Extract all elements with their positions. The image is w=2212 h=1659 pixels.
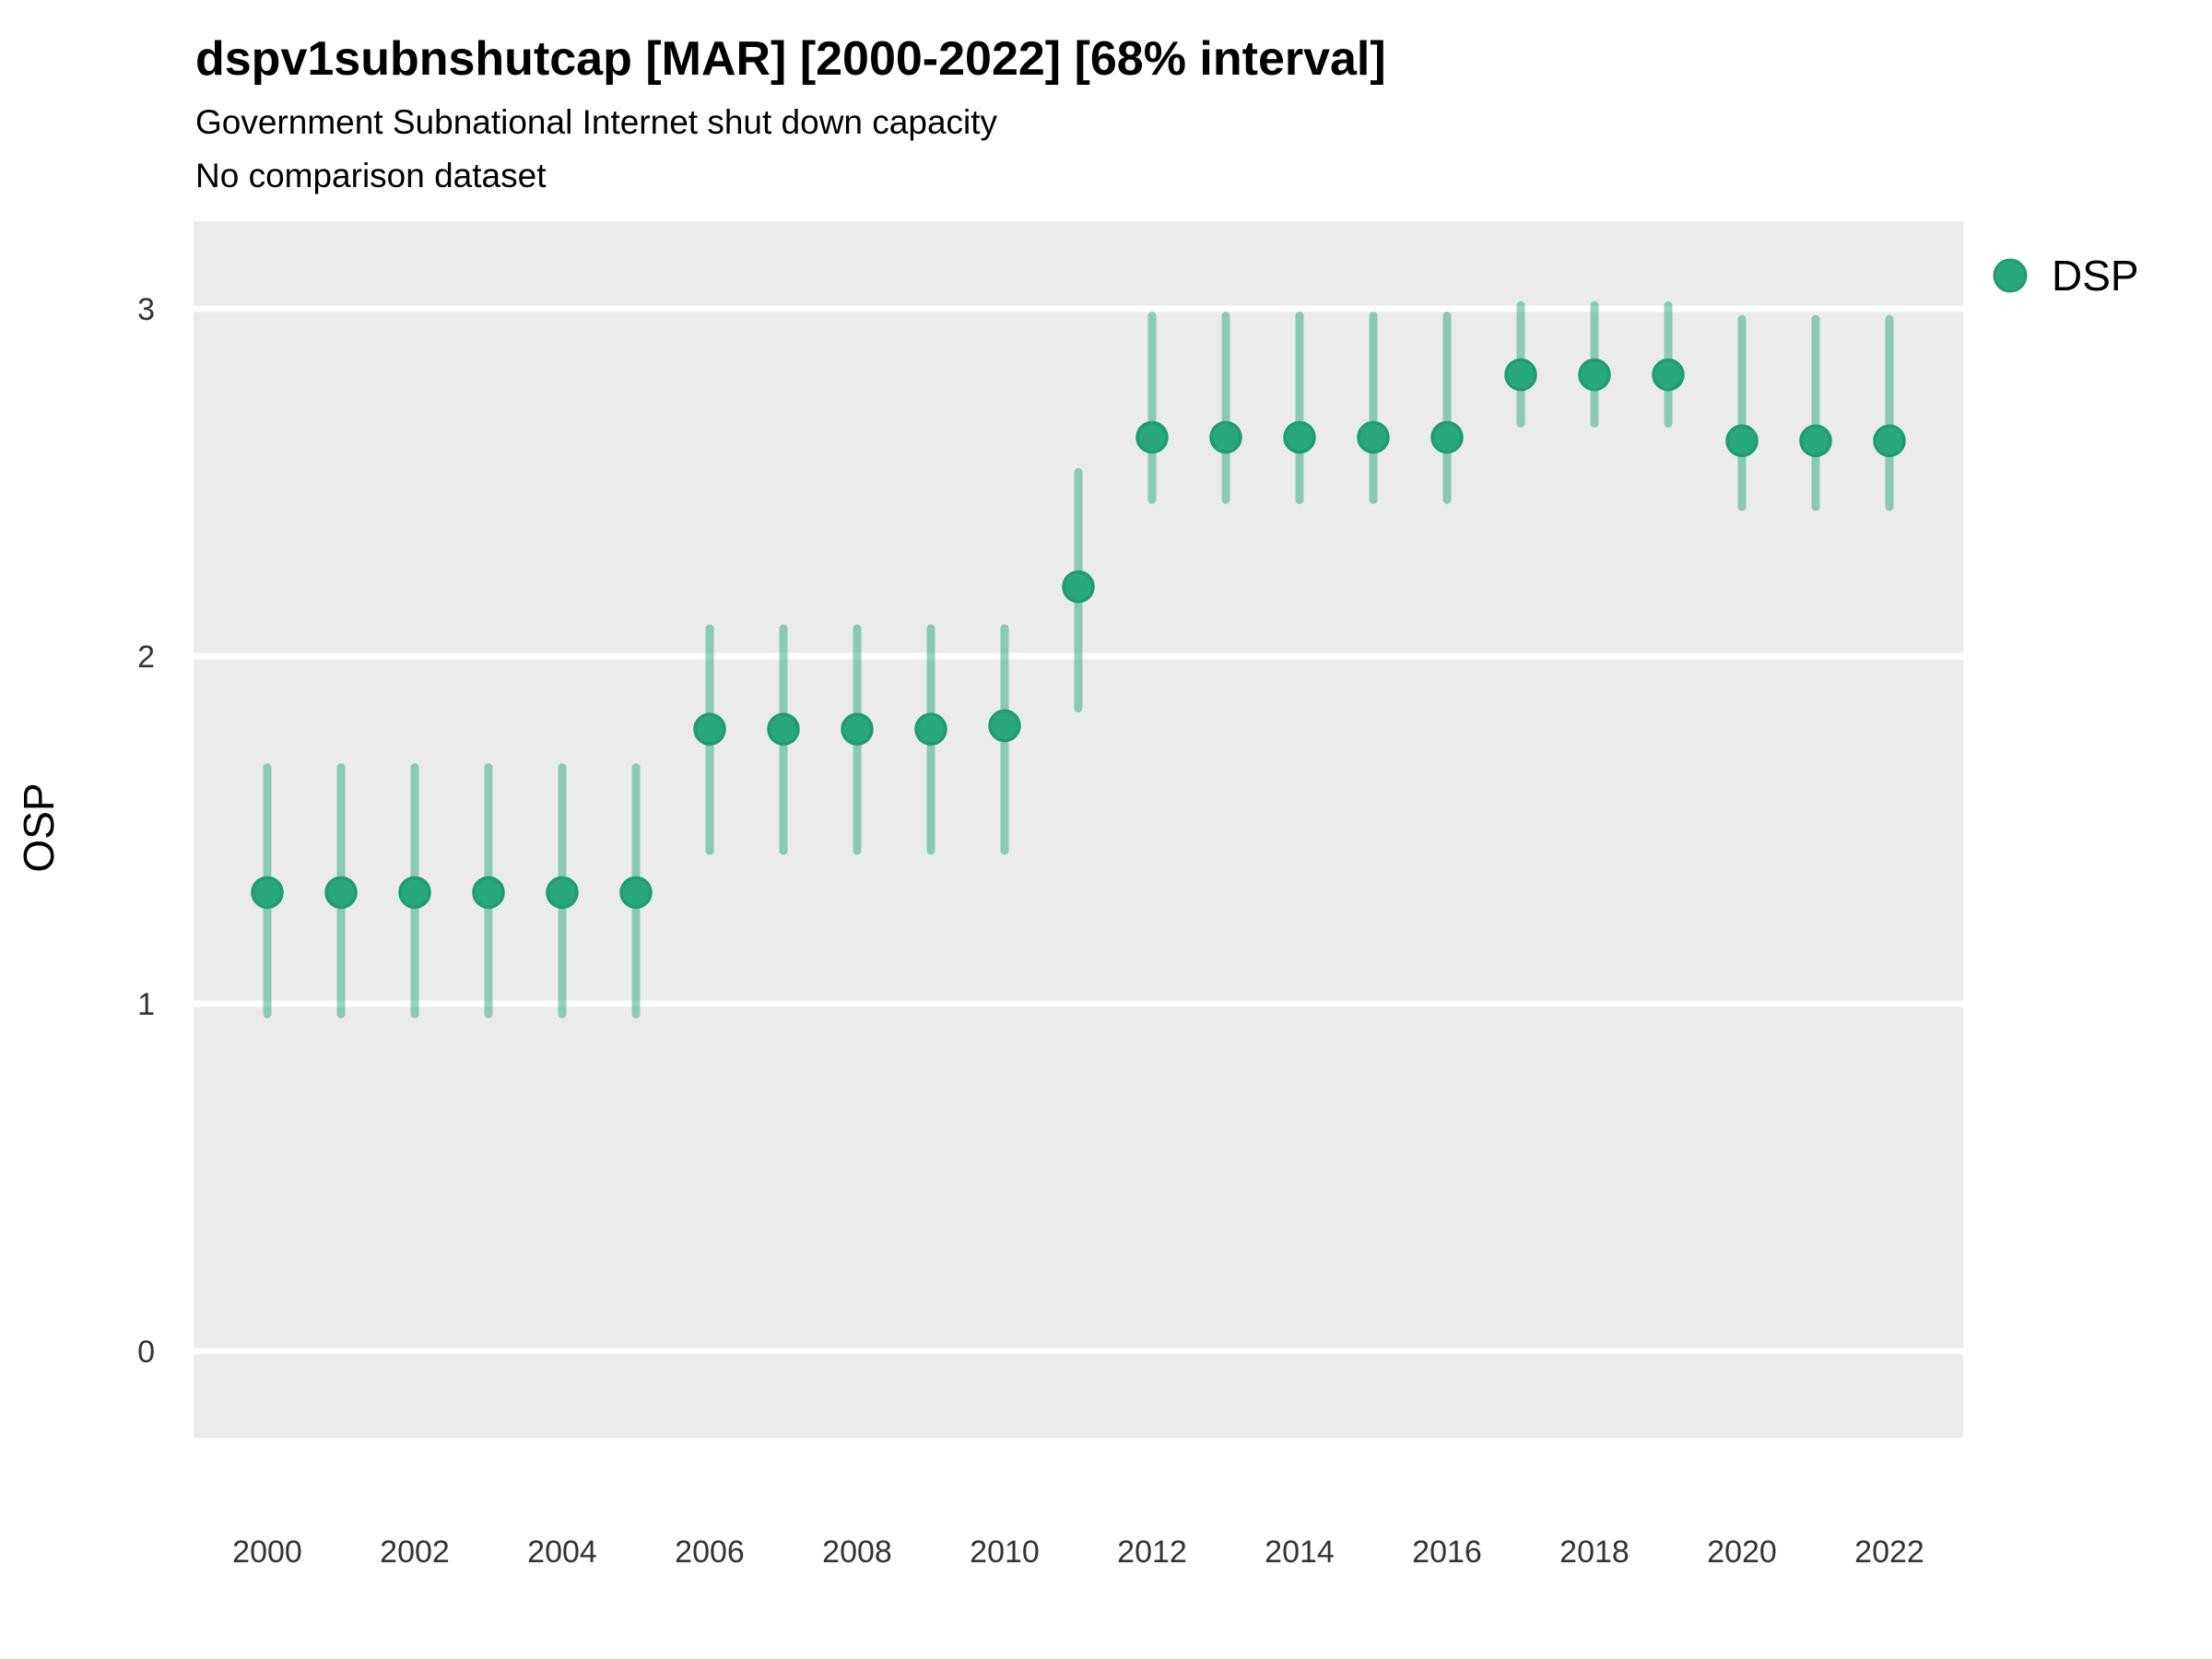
data-point-2009 <box>914 712 947 746</box>
data-point-2004 <box>546 876 579 910</box>
x-tick-label-2006: 2006 <box>675 1535 745 1570</box>
y-tick-label-0: 0 <box>137 1335 155 1370</box>
data-point-2003 <box>472 876 505 910</box>
data-point-2011 <box>1062 570 1095 604</box>
x-tick-label-2018: 2018 <box>1559 1535 1630 1570</box>
legend-label: DSP <box>2052 252 2139 300</box>
data-point-2001 <box>324 876 358 910</box>
data-point-2016 <box>1430 420 1464 454</box>
data-point-2002 <box>398 876 431 910</box>
data-point-2007 <box>767 712 800 746</box>
data-point-2006 <box>693 712 726 746</box>
x-tick-label-2004: 2004 <box>527 1535 597 1570</box>
data-point-2005 <box>619 876 653 910</box>
x-tick-label-2016: 2016 <box>1412 1535 1482 1570</box>
plot-panel <box>194 221 1963 1438</box>
x-tick-label-2010: 2010 <box>970 1535 1040 1570</box>
x-tick-label-2022: 2022 <box>1854 1535 1924 1570</box>
y-tick-label-3: 3 <box>137 292 155 327</box>
data-point-2008 <box>841 712 874 746</box>
y-axis-title: OSP <box>15 782 63 872</box>
data-point-2012 <box>1135 420 1169 454</box>
data-point-2020 <box>1725 424 1759 458</box>
legend-key-dot <box>1993 258 2028 293</box>
chart-note: No comparison dataset <box>195 157 547 194</box>
x-tick-label-2012: 2012 <box>1117 1535 1187 1570</box>
data-point-2014 <box>1283 420 1316 454</box>
data-point-2013 <box>1209 420 1242 454</box>
chart-subtitle: Government Subnational Internet shut dow… <box>195 103 998 141</box>
y-tick-label-2: 2 <box>137 640 155 675</box>
data-point-2018 <box>1578 358 1611 392</box>
x-tick-label-2014: 2014 <box>1265 1535 1335 1570</box>
x-tick-label-2002: 2002 <box>380 1535 450 1570</box>
data-point-2000 <box>251 876 284 910</box>
y-tick-label-1: 1 <box>137 987 155 1022</box>
x-tick-label-2008: 2008 <box>822 1535 892 1570</box>
data-point-2022 <box>1873 424 1906 458</box>
data-point-2019 <box>1652 358 1685 392</box>
data-point-2010 <box>988 709 1021 743</box>
x-tick-label-2000: 2000 <box>232 1535 302 1570</box>
chart-title: dspv1subnshutcap [MAR] [2000-2022] [68% … <box>195 32 1386 86</box>
data-point-2015 <box>1357 420 1390 454</box>
x-tick-label-2020: 2020 <box>1707 1535 1777 1570</box>
data-point-2017 <box>1504 358 1537 392</box>
data-point-2021 <box>1799 424 1832 458</box>
